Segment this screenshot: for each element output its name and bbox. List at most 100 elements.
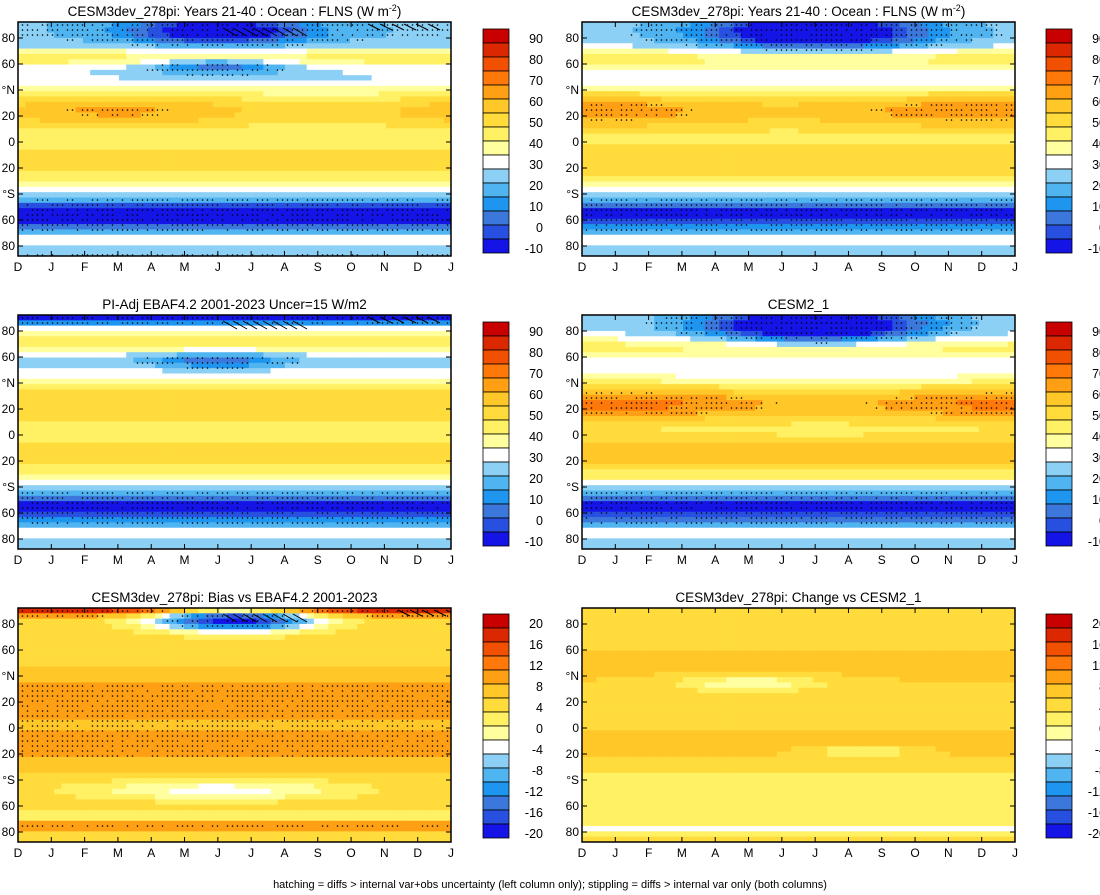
heatmap-cell <box>877 80 886 87</box>
heatmap-cell <box>942 69 951 76</box>
heatmap-cell <box>386 27 394 34</box>
heatmap-cell <box>90 107 98 113</box>
stipple-dot <box>151 109 154 111</box>
heatmap-cell <box>256 154 264 161</box>
heatmap-cell <box>429 69 437 76</box>
heatmap-cell <box>407 123 416 129</box>
heatmap-cell <box>639 32 648 39</box>
heatmap-cell <box>147 48 156 55</box>
heatmap-cell <box>349 64 358 71</box>
stipple-dot <box>276 199 279 201</box>
heatmap-cell <box>443 240 451 246</box>
heatmap-cell <box>90 165 98 172</box>
heatmap-cell <box>400 133 409 140</box>
heatmap-cell <box>46 91 55 97</box>
heatmap-cell <box>227 181 235 188</box>
heatmap-cell <box>784 27 792 34</box>
heatmap-cell <box>285 224 293 230</box>
heatmap-cell <box>357 213 365 220</box>
stipple-dot <box>146 69 149 71</box>
heatmap-cell <box>306 240 315 246</box>
heatmap-cell <box>443 85 451 92</box>
heatmap-cell <box>82 32 91 39</box>
heatmap-cell <box>54 144 62 151</box>
heatmap-cell <box>784 69 792 76</box>
heatmap-cell <box>805 96 814 103</box>
heatmap-cell <box>906 139 915 145</box>
heatmap-cell <box>191 69 199 76</box>
stipple-dot <box>301 209 304 211</box>
heatmap-cell <box>82 123 91 129</box>
heatmap-cell <box>292 202 300 209</box>
heatmap-cell <box>176 22 185 28</box>
stipple-dot <box>61 24 64 26</box>
heatmap-cell <box>155 170 163 177</box>
heatmap-cell <box>306 22 315 28</box>
heatmap-cell <box>776 123 785 129</box>
heatmap-cell <box>90 250 98 256</box>
stipple-dot <box>171 64 174 66</box>
heatmap-cell <box>429 101 437 108</box>
heatmap-cell <box>126 154 134 161</box>
heatmap-cell <box>119 22 127 28</box>
heatmap-cell <box>25 218 33 225</box>
heatmap-cell <box>270 69 279 76</box>
heatmap-cell <box>436 27 445 34</box>
heatmap-cell <box>603 96 612 103</box>
heatmap-cell <box>762 69 771 76</box>
heatmap-cell <box>82 101 91 108</box>
stipple-dot <box>346 24 349 26</box>
heatmap-cell <box>971 128 980 135</box>
heatmap-cell <box>133 224 142 230</box>
heatmap-cell <box>241 133 250 140</box>
heatmap-cell <box>827 96 835 103</box>
heatmap-cell <box>618 133 626 140</box>
heatmap-cell <box>299 229 308 236</box>
heatmap-cell <box>133 123 142 129</box>
heatmap-cell <box>596 59 605 65</box>
heatmap-cell <box>856 112 864 119</box>
heatmap-cell <box>625 75 633 81</box>
heatmap-cell <box>155 197 163 204</box>
heatmap-cell <box>414 69 423 76</box>
heatmap-cell <box>971 32 980 39</box>
heatmap-cell <box>675 22 684 28</box>
heatmap-cell <box>429 176 437 182</box>
stipple-dot <box>136 199 139 201</box>
heatmap-cell <box>820 64 828 71</box>
heatmap-cell <box>357 123 365 129</box>
heatmap-cell <box>639 53 648 60</box>
stipple-dot <box>206 24 209 26</box>
stipple-dot <box>221 224 224 226</box>
heatmap-cell <box>697 139 706 145</box>
heatmap-cell <box>755 32 763 39</box>
stipple-dot <box>426 214 429 216</box>
heatmap-cell <box>769 80 778 87</box>
heatmap-cell <box>762 107 771 113</box>
heatmap-cell <box>928 75 937 81</box>
heatmap-cell <box>610 59 619 65</box>
heatmap-cell <box>256 53 264 60</box>
heatmap-cell <box>906 75 915 81</box>
heatmap-cell <box>870 22 879 28</box>
heatmap-cell <box>791 85 799 92</box>
heatmap-cell <box>747 144 756 151</box>
heatmap-cell <box>32 176 41 182</box>
heatmap-cell <box>400 192 409 198</box>
heatmap-cell <box>747 59 756 65</box>
heatmap-cell <box>292 245 300 252</box>
heatmap-cell <box>241 37 250 44</box>
heatmap-cell <box>133 234 142 241</box>
heatmap-cell <box>256 139 264 145</box>
heatmap-cell <box>364 234 373 241</box>
heatmap-cell <box>942 53 951 60</box>
heatmap-cell <box>104 170 113 177</box>
heatmap-cell <box>978 80 987 87</box>
heatmap-cell <box>205 208 214 214</box>
colorbar-label: 80 <box>529 53 543 67</box>
heatmap-cell <box>18 32 26 39</box>
heatmap-cell <box>256 144 264 151</box>
heatmap-cell <box>191 37 199 44</box>
heatmap-cell <box>610 85 619 92</box>
heatmap-cell <box>270 165 279 172</box>
